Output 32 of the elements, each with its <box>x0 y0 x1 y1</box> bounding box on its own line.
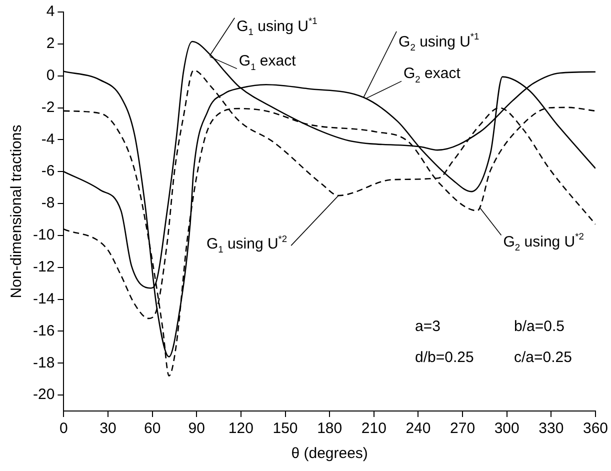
x-tick-label: 0 <box>60 420 68 438</box>
x-tick-label: 270 <box>450 420 476 438</box>
y-tick-label: -18 <box>32 354 55 372</box>
x-tick-label: 90 <box>188 420 205 438</box>
x-axis-title: θ (degrees) <box>291 445 368 462</box>
annotation: b/a=0.5 <box>514 318 564 335</box>
annotation: c/a=0.25 <box>514 349 572 366</box>
x-tick-label: 330 <box>538 420 564 438</box>
x-tick-label: 210 <box>361 420 386 438</box>
y-tick-label: -10 <box>32 226 55 244</box>
y-tick-label: -6 <box>41 162 55 180</box>
x-tick-label: 240 <box>406 420 431 438</box>
x-tick-label: 60 <box>144 420 161 438</box>
x-tick-label: 30 <box>100 420 116 438</box>
y-tick-label: -4 <box>41 130 55 148</box>
annotation: a=3 <box>415 318 440 335</box>
y-tick-label: 0 <box>46 66 55 84</box>
annotation: d/b=0.25 <box>415 349 474 366</box>
y-tick-label: 4 <box>46 3 55 20</box>
y-tick-label: -12 <box>32 258 55 276</box>
x-tick-label: 180 <box>317 420 342 438</box>
y-tick-label: -16 <box>32 322 55 340</box>
y-tick-label: -14 <box>32 290 55 308</box>
x-tick-label: 300 <box>494 420 520 438</box>
x-tick-label: 150 <box>272 420 298 438</box>
x-tick-label: 360 <box>582 420 608 438</box>
x-tick-label: 120 <box>228 420 254 438</box>
y-tick-label: 2 <box>46 35 55 52</box>
y-tick-label: -20 <box>32 386 55 404</box>
y-axis-title: Non-dimensional tractions <box>8 124 26 298</box>
y-tick-label: -2 <box>41 98 55 116</box>
y-tick-label: -8 <box>41 194 55 212</box>
